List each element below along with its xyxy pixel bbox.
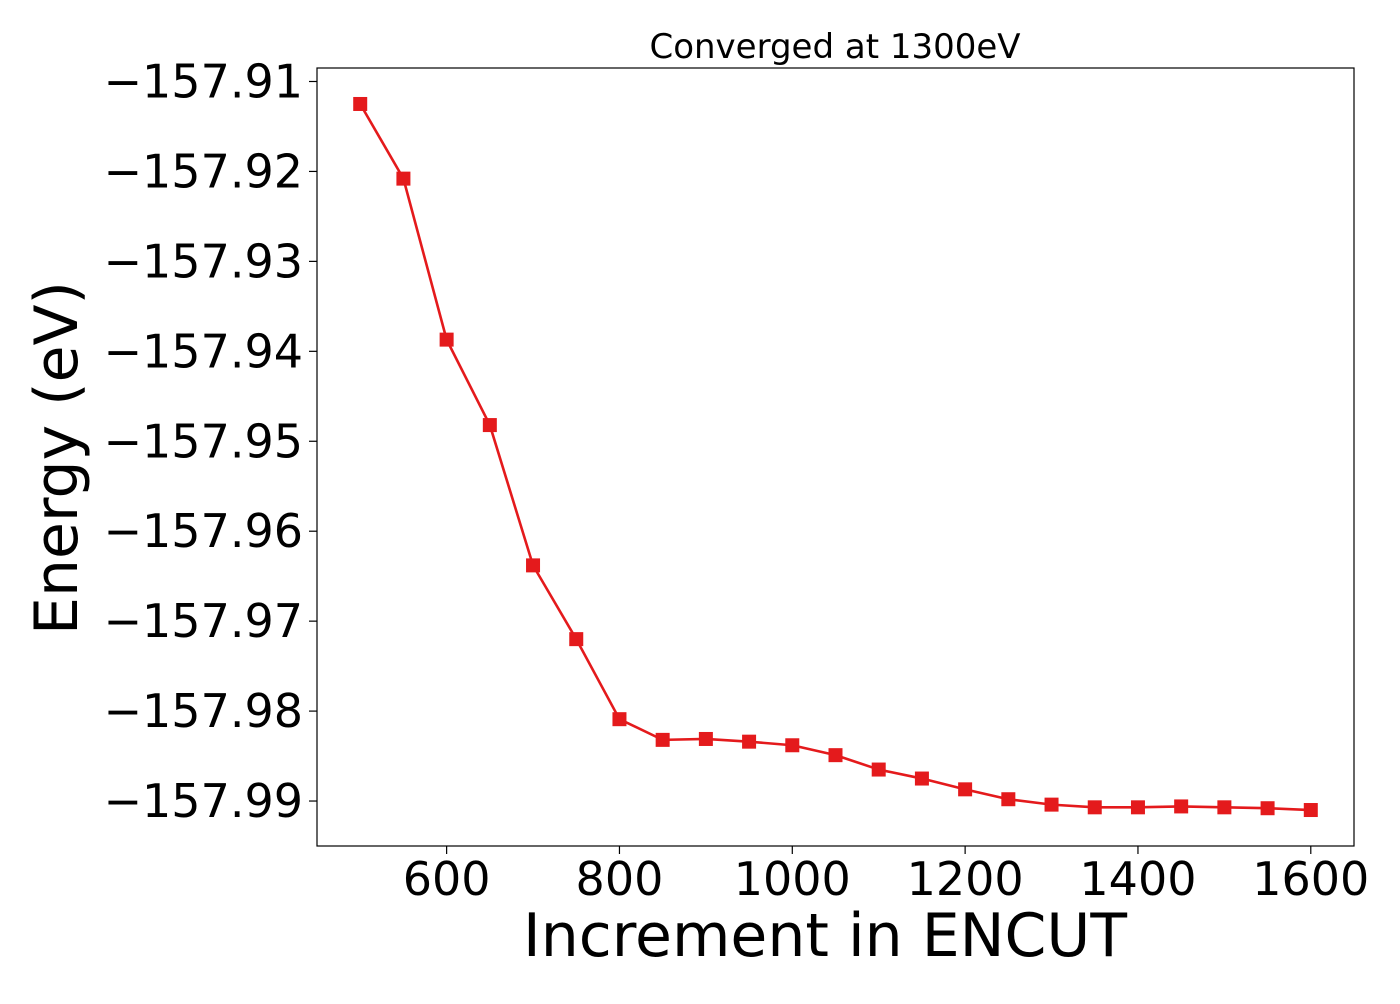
y-tick-label: −157.91 xyxy=(104,54,304,108)
y-axis-label: Energy (eV) xyxy=(22,281,92,635)
data-point-marker xyxy=(569,632,584,647)
data-point-marker xyxy=(396,171,411,186)
data-point-marker xyxy=(655,732,670,747)
data-point-marker xyxy=(439,332,454,347)
data-point-marker xyxy=(1087,800,1102,815)
series-layer xyxy=(353,96,1318,818)
y-tick-label: −157.97 xyxy=(104,594,304,648)
data-point-marker xyxy=(1174,799,1189,814)
y-axis-ticks: −157.91 −157.92 −157.93 −157.94 −157.95 −157.… xyxy=(104,54,317,828)
y-tick-label: −157.93 xyxy=(104,234,304,288)
data-point-marker xyxy=(871,762,886,777)
data-point-marker xyxy=(958,782,973,797)
y-tick-label: −157.92 xyxy=(104,144,304,198)
y-tick-label: −157.96 xyxy=(104,504,304,558)
y-tick-label: −157.94 xyxy=(104,324,304,378)
data-point-marker xyxy=(828,748,843,763)
data-point-marker xyxy=(698,731,713,746)
data-point-marker xyxy=(785,738,800,753)
y-tick-label: −157.98 xyxy=(104,684,304,738)
x-tick-label: 800 xyxy=(576,852,664,906)
data-point-marker xyxy=(1044,797,1059,812)
data-point-marker xyxy=(1260,801,1275,816)
x-axis-label: Increment in ENCUT xyxy=(523,901,1127,971)
data-point-marker xyxy=(1217,800,1232,815)
data-point-marker xyxy=(1303,803,1318,818)
x-tick-label: 1000 xyxy=(734,852,851,906)
data-point-marker xyxy=(612,712,627,727)
x-tick-label: 600 xyxy=(403,852,491,906)
y-tick-label: −157.95 xyxy=(104,414,304,468)
x-tick-label: 1200 xyxy=(907,852,1024,906)
data-point-marker xyxy=(1001,792,1016,807)
y-tick-label: −157.99 xyxy=(104,774,304,828)
x-tick-label: 1400 xyxy=(1079,852,1196,906)
data-point-marker xyxy=(353,96,368,111)
data-point-marker xyxy=(526,558,541,573)
x-axis-ticks: 600 800 1000 1200 1400 1600 xyxy=(403,846,1369,906)
series-line xyxy=(359,103,1311,812)
data-point-marker xyxy=(914,771,929,786)
x-tick-label: 1600 xyxy=(1252,852,1369,906)
data-point-marker xyxy=(742,734,757,749)
chart-title: Converged at 1300eV xyxy=(649,27,1020,67)
plot-area-frame xyxy=(316,67,1355,847)
data-point-marker xyxy=(1130,800,1145,815)
data-point-marker xyxy=(482,418,497,433)
